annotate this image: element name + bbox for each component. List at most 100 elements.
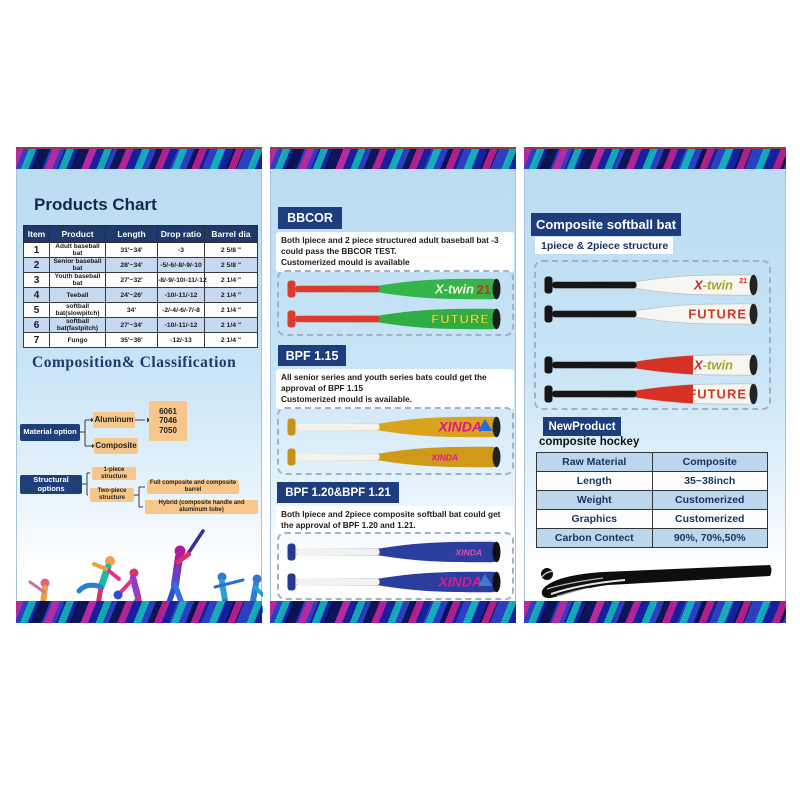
bat-logo-future: FUTURE: [431, 312, 490, 327]
decorative-strip-top: [270, 147, 516, 171]
bat-logo-xinda: XINDA: [437, 574, 482, 590]
table-cell: Fungo: [49, 332, 106, 348]
bat-logo-twin: -twin: [444, 282, 474, 297]
table-row: 3 Youth baseball bat 27'~32' -8/-9/-10/-11/…: [23, 272, 258, 288]
alloy-7050: 7050: [159, 425, 177, 435]
bat-logo-twin: -twin: [703, 358, 733, 373]
decorative-strip-bottom: [270, 601, 516, 623]
bat-green-future: FUTURE: [287, 308, 501, 330]
table-header-cell: Drop ratio: [157, 225, 205, 243]
table-cell: 2 1/4 ": [204, 272, 258, 288]
table-cell: 35'~36': [105, 332, 158, 348]
table-cell: 7: [23, 332, 50, 348]
table-cell: 2 5/8 ": [204, 257, 258, 273]
bpf120-badge: BPF 1.20&BPF 1.21: [277, 482, 399, 503]
table-row: Graphics Customerized: [536, 509, 768, 529]
table-cell: -12/-13: [157, 332, 205, 348]
bpf115-bat-box: XINDA XINDA: [277, 407, 514, 475]
table-cell: Teeball: [49, 287, 106, 303]
bpf115-note: Customerized mould is available.: [281, 394, 412, 405]
bpf115-text: All senior series and youth series bats …: [276, 369, 514, 409]
table-cell: Raw Material: [536, 452, 653, 472]
table-cell: 6: [23, 317, 50, 333]
bbcor-bat-box: X-twin 21 FUTURE: [277, 270, 514, 336]
decorative-strip-top: [16, 147, 262, 171]
table-cell: 28'~34': [105, 257, 158, 273]
bbcor-badge: BBCOR: [278, 207, 342, 229]
bat-white-future: FUTURE: [544, 303, 758, 325]
bat-logo-x: X: [434, 282, 445, 297]
table-cell: softball bat(slowpitch): [49, 302, 106, 318]
table-cell: Composite: [651, 452, 768, 472]
table-cell: Length: [536, 471, 653, 491]
bat-logo-xinda: XINDA: [431, 453, 458, 463]
table-cell: 2: [23, 257, 50, 273]
table-cell: Customerized: [651, 490, 768, 510]
table-cell: 35~38inch: [651, 471, 768, 491]
bat-gold-xinda-large: XINDA: [287, 416, 501, 438]
flow-hybrid: Hybrid (composite handle and aluminum tu…: [145, 500, 258, 514]
decorative-strip-top: [524, 147, 786, 171]
flow-alloys: 6061 7046 7050: [149, 401, 187, 441]
table-cell: 34': [105, 302, 158, 318]
bat-logo-xinda: XINDA: [455, 548, 482, 558]
table-cell: 31'~34': [105, 242, 158, 258]
table-header-cell: Barrel dia: [204, 225, 258, 243]
right-panel: Composite softball bat 1piece & 2piece s…: [524, 147, 786, 623]
table-cell: 27'~34': [105, 317, 158, 333]
bpf120-bat-box: XINDA XINDA: [277, 532, 514, 600]
bpf115-badge: BPF 1.15: [278, 345, 346, 366]
flow-material-option: Material option: [20, 424, 80, 441]
table-cell: Senior baseball bat: [49, 257, 106, 273]
products-table-header-row: Item Product Length Drop ratio Barrel dia: [23, 225, 258, 243]
table-cell: 24'~26': [105, 287, 158, 303]
table-cell: Weight: [536, 490, 653, 510]
table-cell: Youth baseball bat: [49, 272, 106, 288]
xinda-triangle-logo: [478, 574, 493, 586]
table-cell: Adult baseball bat: [49, 242, 106, 258]
table-cell: 27'~32': [105, 272, 158, 288]
table-cell: Carbon Contect: [536, 528, 653, 548]
table-cell: 2 5/8 ": [204, 242, 258, 258]
flow-two-piece: Two-piece structure: [90, 488, 134, 502]
alloy-6061: 6061: [159, 407, 177, 417]
bbcor-body: Both lpiece and 2 piece structured adult…: [281, 235, 499, 257]
table-cell: -5/-6/-8/-9/-10: [157, 257, 205, 273]
table-cell: 2 1/4 ": [204, 287, 258, 303]
table-row: Length 35~38inch: [536, 471, 768, 491]
bbcor-note: Customerized mould is available: [281, 257, 410, 268]
bat-logo-future: FUTURE: [688, 307, 747, 322]
composite-softball-title: Composite softball bat: [531, 213, 681, 236]
bat-blue-xinda-small: XINDA: [287, 541, 501, 563]
table-cell: 5: [23, 302, 50, 318]
table-cell: -8/-9/-10/-11/-12: [157, 272, 207, 288]
composite-hockey-label: composite hockey: [539, 436, 640, 448]
table-header-cell: Length: [105, 225, 158, 243]
bpf115-body: All senior series and youth series bats …: [281, 372, 487, 394]
softball-bat-box: X-twin 21 FUTURE X-twin: [534, 260, 771, 410]
table-cell: Graphics: [536, 509, 653, 529]
decorative-strip-bottom: [524, 601, 786, 623]
svg-text:X-twin: X-twin: [693, 358, 733, 373]
flow-aluminum: Aluminum: [93, 412, 135, 428]
structure-subtitle: 1piece & 2piece structure: [535, 237, 673, 254]
bat-logo-twin: -twin: [703, 278, 733, 293]
bat-blue-xinda-large: XINDA: [287, 571, 501, 593]
table-header-cell: Item: [23, 225, 50, 243]
bat-logo-future: FUTURE: [688, 387, 747, 402]
table-cell: 3: [23, 272, 50, 288]
flow-composite: Composite: [94, 438, 138, 454]
table-cell: 2 1/4 ": [204, 302, 258, 318]
flow-one-piece: 1-piece structure: [92, 467, 136, 480]
table-cell: 1: [23, 242, 50, 258]
flow-full-composite: Full composite and composite barrel: [147, 480, 239, 494]
table-row: 7 Fungo 35'~36' -12/-13 2 1/4 ": [23, 332, 258, 348]
table-header-cell: Product: [49, 225, 106, 243]
table-cell: softball bat(fastpitch): [49, 317, 106, 333]
middle-panel-body: BBCOR Both lpiece and 2 piece structured…: [270, 169, 516, 601]
right-panel-body: Composite softball bat 1piece & 2piece s…: [524, 169, 786, 601]
bat-red-future: FUTURE: [544, 383, 758, 405]
svg-text:X-twin: X-twin: [434, 282, 474, 297]
table-cell: -2/-4/-6/-7/-8: [157, 302, 205, 318]
table-row: Raw Material Composite: [536, 452, 768, 472]
